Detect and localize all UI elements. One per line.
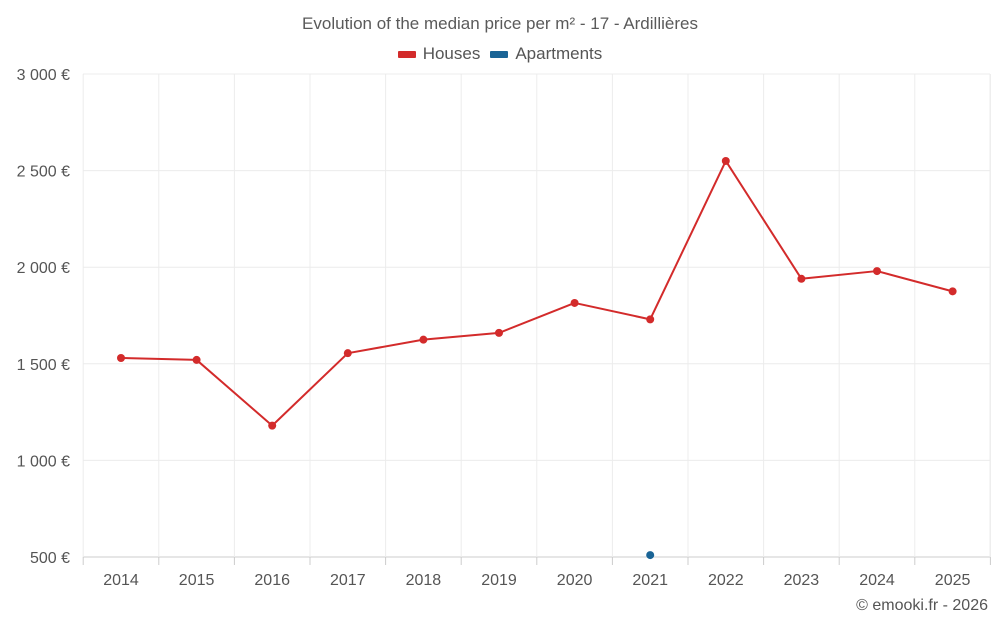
y-tick-label: 3 000 € bbox=[17, 67, 70, 84]
x-tick-label: 2019 bbox=[481, 572, 517, 589]
data-point-houses bbox=[268, 421, 277, 430]
x-tick-label: 2024 bbox=[859, 572, 895, 589]
data-point-houses bbox=[192, 355, 201, 364]
data-point-houses bbox=[721, 156, 730, 165]
data-point-houses bbox=[873, 267, 881, 276]
data-point-apartments bbox=[646, 551, 655, 560]
x-tick-label: 2014 bbox=[103, 572, 139, 589]
legend-item-apartments[interactable]: Apartments bbox=[490, 44, 602, 64]
x-tick-label: 2016 bbox=[254, 572, 290, 589]
legend-label-apartments: Apartments bbox=[515, 44, 603, 63]
x-tick-label: 2015 bbox=[179, 572, 215, 589]
y-tick-label: 1 500 € bbox=[17, 357, 70, 374]
chart-title: Evolution of the median price per m² - 1… bbox=[302, 14, 698, 33]
y-axis: 500 € 1 000 € 1 500 € 2 000 € 2 500 € 3 000 € bbox=[17, 67, 70, 567]
data-point-houses bbox=[419, 335, 428, 344]
x-tick-label: 2021 bbox=[632, 572, 668, 589]
series-line-houses bbox=[120, 159, 953, 427]
data-point-houses bbox=[343, 349, 352, 358]
x-tick-label: 2025 bbox=[935, 572, 971, 589]
legend-swatch-apartments bbox=[490, 50, 509, 58]
x-tick-label: 2020 bbox=[557, 572, 593, 589]
data-point-houses bbox=[117, 354, 125, 363]
legend-swatch-houses bbox=[397, 50, 416, 58]
data-point-houses bbox=[797, 274, 806, 283]
x-tick-label: 2023 bbox=[784, 572, 820, 589]
grid-lines bbox=[82, 73, 991, 558]
x-tick-label: 2018 bbox=[406, 572, 442, 589]
legend-item-houses[interactable]: Houses bbox=[397, 44, 481, 64]
chart-legend: Houses Apartments bbox=[0, 44, 1000, 64]
data-point-houses bbox=[570, 298, 579, 307]
y-tick-label: 1 000 € bbox=[17, 453, 70, 470]
data-point-houses bbox=[646, 315, 655, 324]
legend-label-houses: Houses bbox=[422, 44, 481, 63]
credit-text: © emooki.fr - 2026 bbox=[856, 597, 988, 614]
data-point-houses bbox=[948, 287, 957, 296]
y-tick-label: 500 € bbox=[30, 550, 70, 567]
x-tick-label: 2017 bbox=[330, 572, 366, 589]
y-tick-label: 2 000 € bbox=[17, 260, 70, 277]
y-tick-label: 2 500 € bbox=[17, 164, 70, 181]
series-layer bbox=[117, 156, 957, 560]
x-tick-label: 2022 bbox=[708, 572, 744, 589]
data-point-houses bbox=[495, 328, 503, 337]
x-axis: 2014 2015 2016 2017 2018 2019 2020 2021 2022 2023… bbox=[82, 557, 991, 589]
